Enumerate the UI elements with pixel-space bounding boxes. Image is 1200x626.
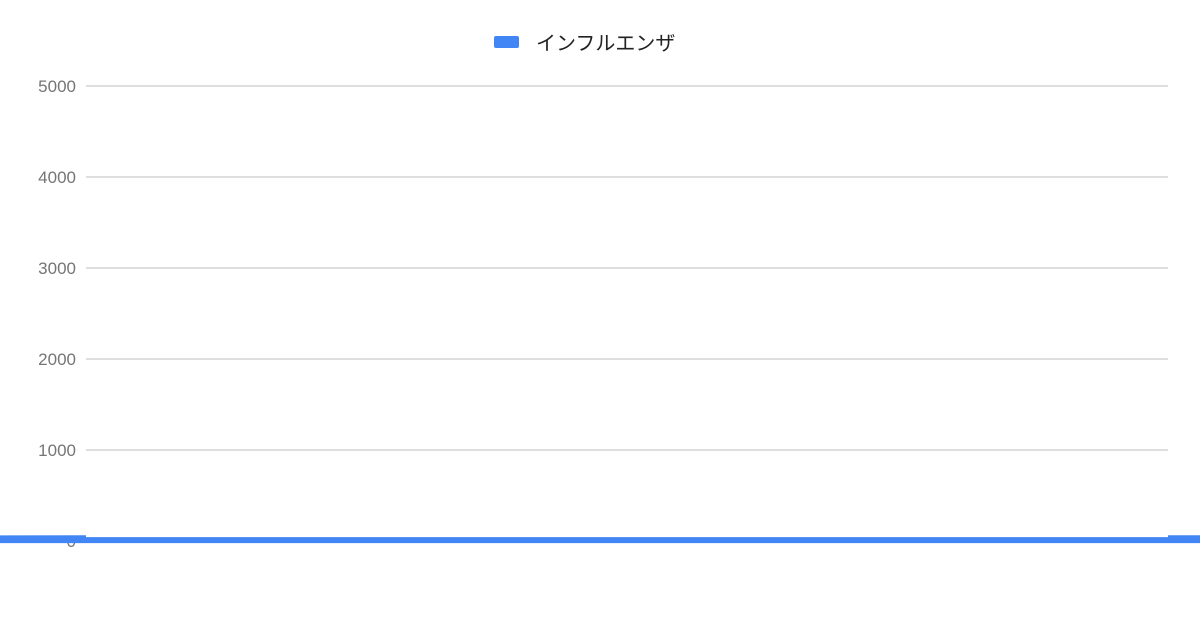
legend-label-influenza: インフルエンザ bbox=[536, 31, 675, 55]
grid bbox=[86, 85, 1168, 542]
x-axis-ticks: 09/0110/0111/0112/0101/0102/0103/0104/01… bbox=[0, 547, 1200, 587]
y-tick-label: 3000 bbox=[38, 259, 76, 278]
legend: インフルエンザ bbox=[494, 31, 675, 55]
series-line-0 bbox=[0, 535, 1200, 544]
y-tick-label: 5000 bbox=[38, 77, 76, 96]
y-tick-label: 4000 bbox=[38, 168, 76, 187]
y-tick-label: 1000 bbox=[38, 441, 76, 460]
y-tick-label: 2000 bbox=[38, 350, 76, 369]
legend-swatch bbox=[494, 36, 519, 48]
series-lines bbox=[0, 535, 1200, 544]
